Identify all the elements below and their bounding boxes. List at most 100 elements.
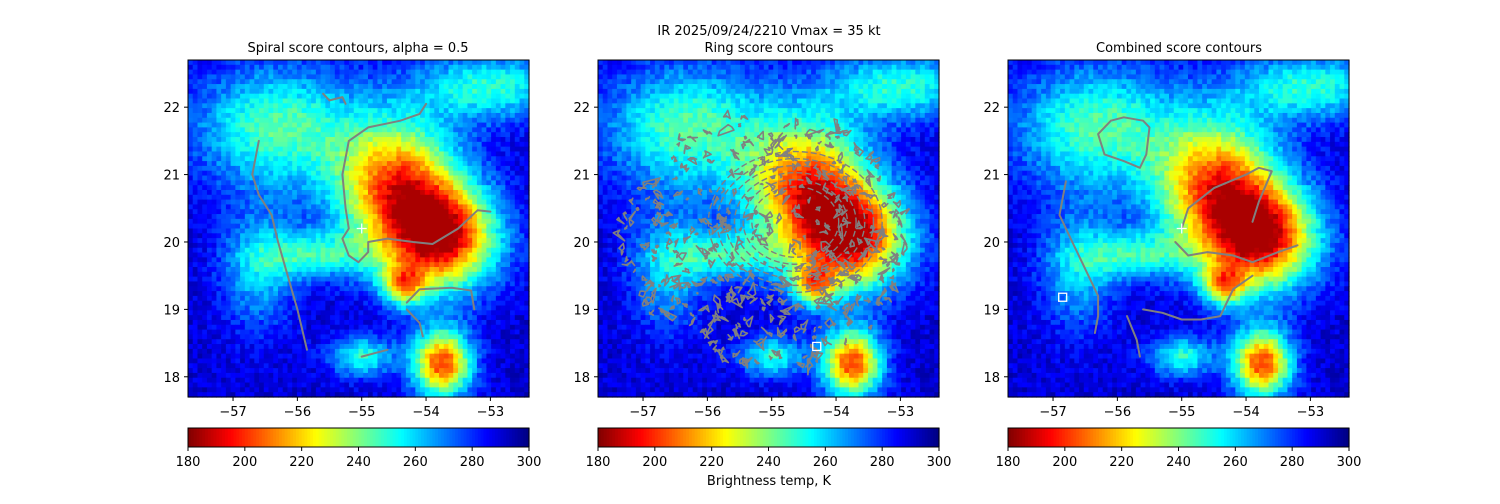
heatmap-cell <box>481 228 487 234</box>
heatmap-cell <box>202 175 208 181</box>
heatmap-cell <box>344 271 350 278</box>
heatmap-cell <box>230 180 236 186</box>
heatmap-cell <box>211 368 218 374</box>
heatmap-cell <box>268 252 274 258</box>
heatmap-cell <box>192 209 199 215</box>
heatmap-cell <box>273 267 279 273</box>
heatmap-cell <box>188 286 194 292</box>
heatmap-cell <box>282 344 289 350</box>
heatmap-cell <box>216 74 222 80</box>
heatmap-cell <box>334 339 341 345</box>
heatmap-cell <box>211 146 218 153</box>
heatmap-cell <box>434 98 440 104</box>
heatmap-cell <box>453 180 459 186</box>
heatmap-cell <box>268 368 274 374</box>
heatmap-cell <box>472 141 478 148</box>
heatmap-cell <box>377 387 383 393</box>
heatmap-cell <box>230 372 236 379</box>
heatmap-cell <box>225 209 232 215</box>
heatmap-cell <box>415 165 421 172</box>
heatmap-cell <box>486 199 492 206</box>
heatmap-cell <box>524 108 530 114</box>
heatmap-cell <box>382 223 388 230</box>
heatmap-cell <box>462 348 469 355</box>
heatmap-cell <box>188 324 194 331</box>
heatmap-cell <box>206 334 213 340</box>
heatmap-cell <box>188 88 194 95</box>
heatmap-cell <box>481 233 487 239</box>
heatmap-cell <box>372 295 379 302</box>
heatmap-cell <box>202 117 208 124</box>
heatmap-cell <box>225 276 232 283</box>
heatmap-cell <box>254 286 260 292</box>
heatmap-cell <box>263 69 270 76</box>
heatmap-cell <box>377 146 383 153</box>
heatmap-cell <box>519 117 525 124</box>
heatmap-cell <box>216 204 222 210</box>
heatmap-cell <box>377 271 383 278</box>
heatmap-cell <box>254 281 260 287</box>
heatmap-cell <box>320 69 326 76</box>
heatmap-cell <box>240 156 246 162</box>
heatmap-cell <box>415 175 421 181</box>
heatmap-cell <box>505 334 511 340</box>
heatmap-cell <box>192 151 199 157</box>
heatmap-cell <box>358 295 364 302</box>
heatmap-cell <box>486 262 492 268</box>
heatmap-cell <box>221 295 227 302</box>
heatmap-cell <box>221 218 227 225</box>
heatmap-cell <box>510 165 516 172</box>
heatmap-cell <box>386 146 393 153</box>
heatmap-cell <box>457 64 464 71</box>
heatmap-cell <box>320 310 326 316</box>
heatmap-cell <box>259 339 265 345</box>
heatmap-cell <box>372 175 379 181</box>
heatmap-cell <box>192 132 199 138</box>
heatmap-cell <box>462 267 469 273</box>
heatmap-cell <box>315 252 322 258</box>
heatmap-cell <box>188 112 194 119</box>
heatmap-cell <box>472 214 478 220</box>
heatmap-cell <box>386 353 393 360</box>
heatmap-cell <box>315 238 322 244</box>
heatmap-cell <box>495 300 502 307</box>
heatmap-cell <box>401 98 407 104</box>
heatmap-cell <box>301 199 308 206</box>
heatmap-cell <box>240 175 246 181</box>
heatmap-cell <box>244 353 251 360</box>
heatmap-cell <box>344 257 350 263</box>
heatmap-cell <box>363 267 369 273</box>
heatmap-cell <box>277 165 284 172</box>
heatmap-cell <box>396 180 402 186</box>
heatmap-cell <box>495 252 502 258</box>
heatmap-cell <box>216 286 222 292</box>
heatmap-cell <box>439 228 445 234</box>
heatmap-cell <box>396 204 402 210</box>
heatmap-cell <box>188 117 194 124</box>
heatmap-cell <box>519 334 525 340</box>
heatmap-cell <box>206 122 213 128</box>
heatmap-cell <box>420 339 426 345</box>
heatmap-cell <box>320 315 326 321</box>
heatmap-cell <box>353 315 360 321</box>
heatmap-cell <box>211 233 218 239</box>
heatmap-cell <box>301 319 308 326</box>
heatmap-cell <box>405 132 412 138</box>
heatmap-cell <box>353 141 360 148</box>
heatmap-cell <box>339 353 345 360</box>
heatmap-cell <box>500 141 506 148</box>
heatmap-cell <box>363 161 369 167</box>
heatmap-cell <box>382 295 388 302</box>
heatmap-cell <box>481 300 487 307</box>
heatmap-cell <box>382 204 388 210</box>
heatmap-cell <box>296 348 303 355</box>
heatmap-cell <box>524 300 530 307</box>
heatmap-cell <box>495 103 502 109</box>
heatmap-cell <box>467 334 473 340</box>
heatmap-cell <box>273 368 279 374</box>
heatmap-cell <box>472 242 478 249</box>
heatmap-cell <box>344 103 350 109</box>
heatmap-cell <box>330 199 336 206</box>
heatmap-cell <box>377 281 383 287</box>
heatmap-cell <box>386 194 393 201</box>
